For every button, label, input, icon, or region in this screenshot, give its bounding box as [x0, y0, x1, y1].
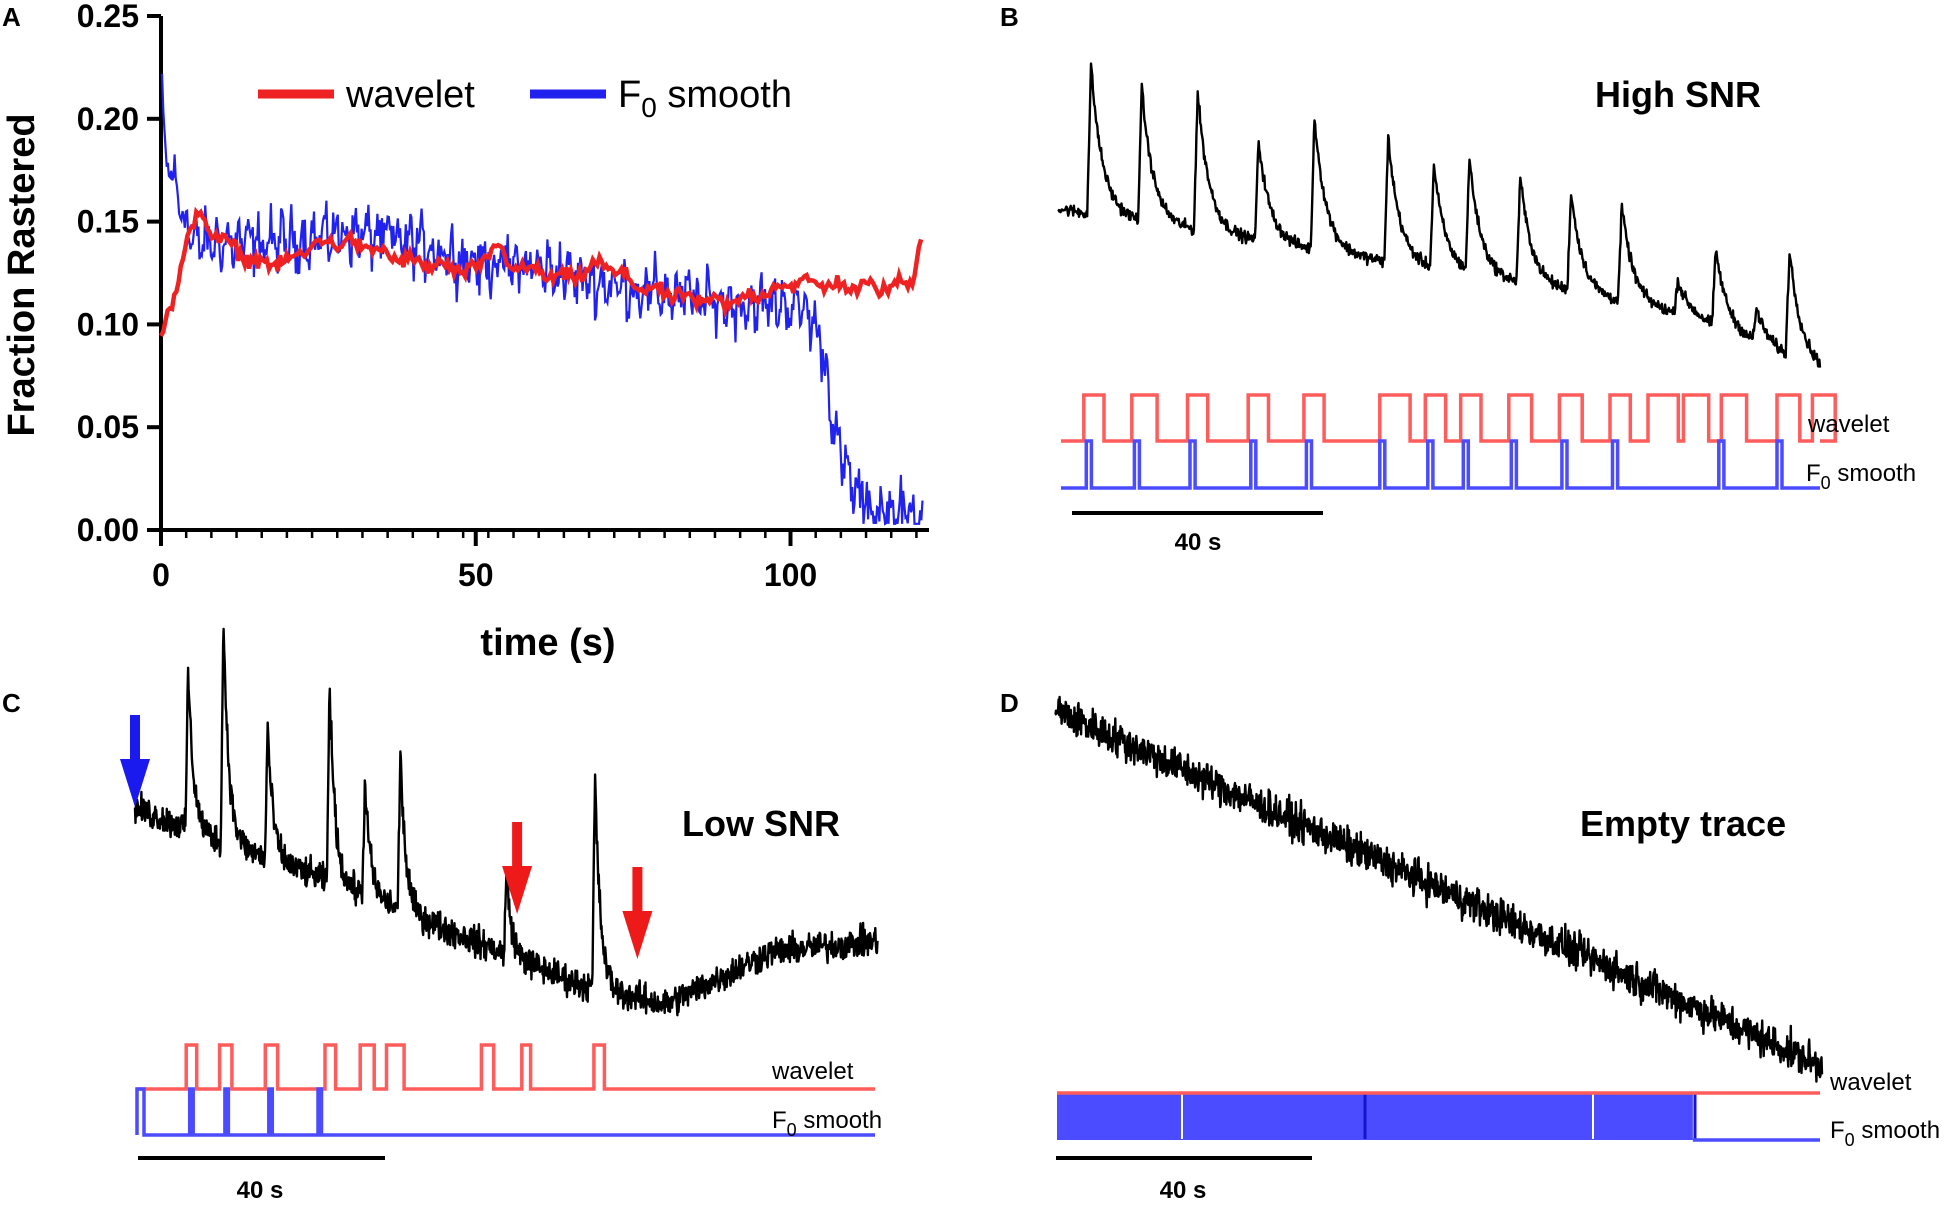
- panel-c-scale-label: 40 s: [237, 1177, 284, 1204]
- series-wavelet-line: [159, 206, 924, 337]
- panel-d-trace-line: [1054, 695, 1824, 1083]
- panel-b-wavelet-raster: [1061, 393, 1837, 443]
- x-tick-label: 50: [458, 557, 494, 593]
- panel-b-wavelet-label: wavelet: [1807, 411, 1890, 438]
- legend-wavelet-label: wavelet: [345, 74, 475, 116]
- panel-c-f0-raster: [135, 1087, 875, 1137]
- y-tick-label: 0.10: [77, 306, 139, 342]
- panel-b-title: High SNR: [1595, 74, 1761, 115]
- panel-c-title: Low SNR: [682, 803, 840, 844]
- panel-d-f0-raster-block: [1057, 1093, 1693, 1140]
- panel-c-wavelet-raster: [137, 1043, 875, 1091]
- y-tick-label: 0.00: [77, 512, 139, 548]
- panel-label-c: C: [2, 688, 21, 718]
- panel-d-f0-label: F0 smooth: [1830, 1117, 1940, 1150]
- panel-a: A 0.00 0.05 0.10 0.15 0.20 0.25 0 50 100 time (s…: [1, 0, 929, 664]
- panel-label-d: D: [1000, 688, 1019, 718]
- y-tick-label: 0.05: [77, 409, 139, 445]
- panel-d-scale-label: 40 s: [1160, 1177, 1207, 1204]
- red-arrow-icon: [502, 822, 533, 914]
- panel-b-plot: [1057, 62, 1837, 490]
- panel-b-f0-raster: [1061, 439, 1820, 490]
- panel-a-plot: 0.00 0.05 0.10 0.15 0.20 0.25 0 50 100: [77, 0, 929, 593]
- y-axis-label: Fraction Rastered: [1, 113, 43, 436]
- panel-c-f0-label: F0 smooth: [772, 1107, 882, 1140]
- panel-label-a: A: [2, 2, 21, 32]
- panel-b-scale-label: 40 s: [1175, 529, 1222, 556]
- panel-c: C Low SNR wavelet F0 smooth 40 s: [2, 627, 882, 1204]
- panel-c-wavelet-label: wavelet: [771, 1058, 854, 1085]
- x-tick-label: 0: [152, 557, 170, 593]
- panel-d-wavelet-label: wavelet: [1829, 1069, 1912, 1096]
- panel-c-plot: [120, 627, 879, 1137]
- panel-b: B High SNR wavelet F0 smooth 40 s: [1000, 2, 1916, 556]
- panel-b-f0-label: F0 smooth: [1806, 460, 1916, 493]
- blue-arrow-icon: [120, 715, 150, 807]
- legend-f0-label: F0 smooth: [618, 74, 792, 123]
- x-tick-label: 100: [764, 557, 817, 593]
- series-f0-smooth-line: [160, 73, 924, 526]
- panel-d-title: Empty trace: [1580, 803, 1786, 844]
- panel-label-b: B: [1000, 2, 1019, 32]
- y-tick-label: 0.25: [77, 0, 139, 34]
- y-tick-label: 0.15: [77, 204, 139, 240]
- panel-d-plot: [1054, 695, 1824, 1142]
- panel-d: D Empty trace wavelet F0 smooth 40 s: [1000, 688, 1940, 1204]
- legend: wavelet F0 smooth: [258, 74, 792, 123]
- panel-b-trace-line: [1057, 62, 1822, 368]
- red-arrow-icon: [622, 867, 653, 959]
- x-axis-label: time (s): [480, 622, 615, 664]
- y-tick-label: 0.20: [77, 101, 139, 137]
